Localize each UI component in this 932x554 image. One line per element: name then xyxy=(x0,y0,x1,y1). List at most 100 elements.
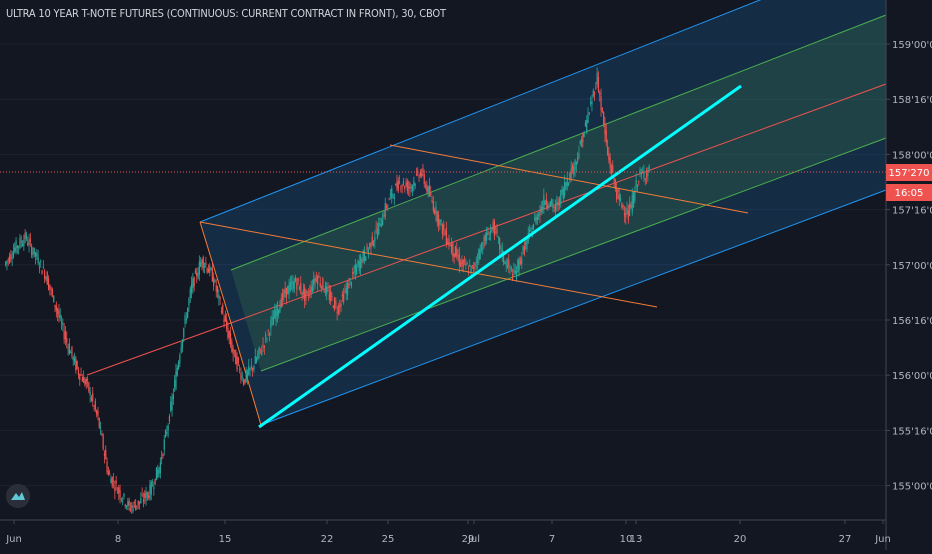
candle-body xyxy=(171,397,173,411)
candle-body xyxy=(541,206,544,209)
candle-body xyxy=(484,234,486,241)
candle-body xyxy=(140,498,142,504)
candle-body xyxy=(219,297,221,300)
candle-body xyxy=(365,256,367,261)
candle-body xyxy=(149,484,151,500)
candle-body xyxy=(246,371,249,377)
candle-body xyxy=(397,180,399,191)
candle-body xyxy=(67,347,69,349)
candle-body xyxy=(40,261,42,263)
candle-body xyxy=(185,319,187,321)
candle-body xyxy=(632,191,635,208)
candle-body xyxy=(164,430,167,437)
candle-body xyxy=(131,505,133,508)
candle-body xyxy=(613,177,615,181)
candle-body xyxy=(643,172,645,178)
candle-body xyxy=(557,202,559,206)
candle-body xyxy=(196,272,198,277)
candle-body xyxy=(53,295,55,303)
candle-body xyxy=(249,368,251,370)
candle-body xyxy=(345,287,347,293)
candle-body xyxy=(181,339,184,348)
candle-body xyxy=(245,370,247,382)
candle-body xyxy=(29,238,31,242)
candle-body xyxy=(389,194,392,196)
candle-body xyxy=(369,243,371,247)
candle-body xyxy=(552,202,554,208)
candle-body xyxy=(198,261,200,275)
candle-body xyxy=(77,369,80,376)
tradingview-logo-icon[interactable] xyxy=(6,484,30,508)
candle-body xyxy=(422,167,424,173)
candle-body xyxy=(645,173,648,178)
candle-body xyxy=(569,173,571,179)
outer-lower-line xyxy=(260,189,887,426)
candle-body xyxy=(37,257,39,264)
candle-body xyxy=(184,315,186,324)
candle-body xyxy=(257,353,259,359)
candle-body xyxy=(482,248,484,251)
time-tick-label: 20 xyxy=(734,534,747,545)
candle-body xyxy=(499,237,501,250)
candle-body xyxy=(647,171,649,176)
candle-body xyxy=(544,201,546,205)
candle-body xyxy=(18,246,20,248)
candle-body xyxy=(19,237,21,248)
candle-body xyxy=(86,379,89,381)
candle-body xyxy=(155,467,158,481)
price-tick-label: 157'00'0 xyxy=(892,261,932,272)
candle-body xyxy=(440,220,442,222)
candle-body xyxy=(292,280,294,291)
candle-body xyxy=(486,233,488,241)
candle-body xyxy=(460,262,462,267)
time-tick-label: 22 xyxy=(321,534,334,545)
candle-body xyxy=(304,287,306,302)
candle-body xyxy=(8,256,11,263)
candle-body xyxy=(359,256,362,270)
candle-body xyxy=(231,341,233,352)
candle-body xyxy=(648,165,650,171)
candle-body xyxy=(301,292,303,296)
candle-body xyxy=(133,501,135,503)
inner-lower-line xyxy=(260,137,887,372)
candle-body xyxy=(599,92,601,95)
candle-body xyxy=(148,495,150,498)
candle-body xyxy=(175,371,177,390)
drawings-layer[interactable] xyxy=(0,84,886,429)
candle-body xyxy=(430,192,432,195)
candle-body xyxy=(391,188,393,199)
candle-body xyxy=(120,498,122,500)
candle-body xyxy=(539,210,541,216)
candle-body xyxy=(192,278,194,289)
candle-body xyxy=(629,203,631,216)
candle-body xyxy=(102,434,104,450)
candle-body xyxy=(398,181,401,183)
candle-body xyxy=(366,246,368,251)
candle-body xyxy=(635,180,637,187)
candle-body xyxy=(36,253,38,257)
candle-body xyxy=(109,473,111,475)
candle-body xyxy=(497,236,499,238)
candle-body xyxy=(331,295,333,298)
candle-body xyxy=(603,112,605,125)
candle-body xyxy=(58,310,60,318)
candle-body xyxy=(617,188,619,193)
candle-body xyxy=(265,334,267,338)
candle-body xyxy=(253,366,255,370)
candle-body xyxy=(411,185,414,191)
candle-body xyxy=(380,223,382,227)
candle-body xyxy=(150,481,152,495)
candle-body xyxy=(228,331,230,339)
candle-body xyxy=(161,457,163,460)
candle-body xyxy=(540,206,542,213)
candle-body xyxy=(371,236,373,245)
price-axis-bg xyxy=(886,0,932,550)
candle-body xyxy=(549,201,551,206)
candle-body xyxy=(10,254,12,259)
candle-body xyxy=(275,310,277,322)
pitchfork-channel[interactable] xyxy=(86,0,887,426)
candle-body xyxy=(226,319,228,329)
candle-body xyxy=(38,267,41,269)
candle-body xyxy=(330,290,332,301)
candle-body xyxy=(447,241,449,244)
